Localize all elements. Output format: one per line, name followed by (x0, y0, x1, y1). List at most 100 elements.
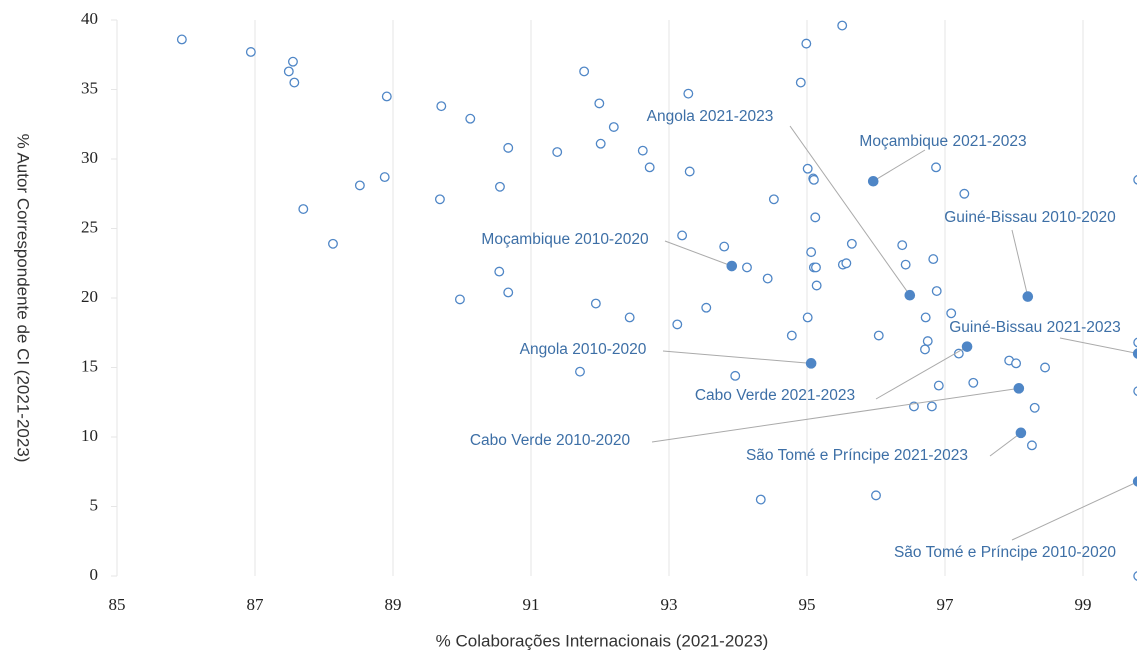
point-label: Moçambique 2021-2023 (859, 133, 1026, 150)
point (677, 230, 688, 241)
point-label: São Tomé e Príncipe 2021-2023 (746, 447, 968, 464)
y-axis-label: % Autor Correspondente de CI (2021-2023) (14, 134, 33, 463)
leader-line (789, 125, 911, 296)
point (298, 204, 309, 214)
x-tick-label: 99 (1075, 595, 1092, 614)
point (846, 238, 857, 249)
highlighted-point (1132, 348, 1137, 359)
highlighted-point (1132, 476, 1137, 487)
point (755, 494, 766, 505)
point (928, 254, 939, 265)
point (436, 101, 447, 112)
point (288, 56, 298, 67)
point (933, 380, 944, 391)
highlighted-point (904, 289, 916, 301)
point (762, 273, 773, 284)
point-label: Cabo Verde 2021-2023 (695, 387, 855, 404)
point-label: Angola 2021-2023 (647, 108, 774, 125)
point (926, 401, 937, 412)
point (579, 66, 590, 77)
point (701, 302, 712, 313)
point (552, 147, 563, 158)
point (811, 262, 821, 273)
point (354, 180, 365, 191)
point (328, 238, 338, 249)
point (495, 181, 505, 192)
point (1040, 362, 1051, 373)
point (503, 142, 514, 153)
point (381, 91, 392, 102)
point (802, 163, 813, 174)
point (289, 77, 300, 88)
point (795, 77, 806, 88)
point (684, 166, 695, 177)
point-label: Angola 2010-2020 (520, 341, 647, 358)
point (959, 188, 970, 199)
highlighted-point (1015, 427, 1027, 439)
point (719, 241, 730, 252)
point-label: Cabo Verde 2010-2020 (470, 432, 631, 449)
point (503, 287, 514, 298)
point (608, 122, 619, 132)
y-tick-label: 40 (81, 9, 98, 28)
leader-line (1011, 229, 1029, 297)
point (922, 336, 933, 347)
x-tick-label: 91 (523, 595, 540, 614)
point (283, 66, 294, 77)
point-label: Guiné-Bissau 2021-2023 (949, 319, 1120, 336)
point (808, 174, 819, 185)
leader-line (875, 346, 968, 400)
point (897, 240, 908, 251)
point (900, 259, 911, 270)
point (465, 113, 476, 124)
point-label: Moçambique 2010-2020 (481, 231, 649, 248)
point (920, 344, 930, 355)
point (873, 330, 884, 341)
x-axis-label: % Colaborações Internacionais (2021-2023… (436, 631, 769, 650)
point (968, 377, 979, 388)
point (801, 38, 812, 49)
point (575, 366, 585, 377)
leader-line (1011, 481, 1137, 541)
point (730, 370, 741, 381)
point (837, 20, 848, 31)
point (806, 247, 817, 258)
y-tick-label: 25 (81, 217, 98, 236)
point (494, 266, 505, 277)
leader-line (651, 387, 1019, 443)
point (454, 294, 465, 305)
point (624, 312, 635, 323)
point (434, 194, 445, 205)
point (1133, 571, 1137, 581)
x-tick-label: 93 (661, 595, 678, 614)
y-tick-label: 15 (81, 356, 98, 375)
point (1133, 386, 1137, 396)
point (802, 312, 813, 323)
point (1133, 337, 1137, 348)
point (946, 308, 957, 319)
highlighted-point (1013, 383, 1025, 394)
point (590, 298, 601, 309)
point (841, 258, 852, 269)
highlighted-point (805, 358, 817, 369)
point (176, 34, 187, 45)
y-tick-label: 30 (81, 148, 98, 167)
point (637, 145, 648, 156)
leader-line (664, 240, 732, 267)
point (379, 172, 390, 183)
point (683, 88, 694, 99)
y-tick-label: 35 (81, 78, 98, 97)
point (1029, 402, 1040, 413)
y-tick-label: 20 (81, 287, 98, 306)
point (672, 319, 683, 330)
point (931, 162, 941, 173)
highlighted-point (726, 260, 738, 272)
point (245, 47, 256, 57)
y-tick-label: 5 (90, 495, 99, 514)
point (1011, 358, 1022, 369)
point (595, 138, 606, 149)
x-tick-label: 95 (799, 595, 816, 614)
point (786, 330, 797, 341)
point (871, 490, 881, 501)
point-label: São Tomé e Príncipe 2010-2020 (894, 544, 1116, 561)
